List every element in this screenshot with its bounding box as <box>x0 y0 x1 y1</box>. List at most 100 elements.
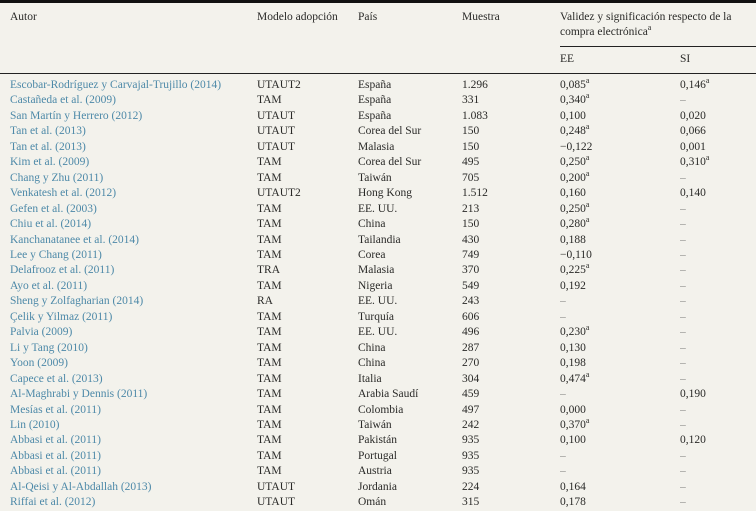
author-reference-link[interactable]: Mesías et al. (2011) <box>10 403 101 416</box>
pais-cell: Austria <box>358 465 392 478</box>
muestra-cell: 496 <box>462 326 480 339</box>
author-reference-link[interactable]: Çelik y Yilmaz (2011) <box>10 310 113 323</box>
pais-cell: Colombia <box>358 403 404 416</box>
pais-cell: Malasia <box>358 140 395 153</box>
author-reference-link[interactable]: Tan et al. (2013) <box>10 140 86 153</box>
author-reference-link[interactable]: Chiu et al. (2014) <box>10 218 92 231</box>
muestra-cell: 150 <box>462 218 480 231</box>
author-reference-link[interactable]: Venkatesh et al. (2012) <box>10 187 117 200</box>
pais-cell: Portugal <box>358 449 397 462</box>
pais-cell: Corea del Sur <box>358 125 422 138</box>
ee-value-cell: 0,474a <box>560 371 590 385</box>
author-reference-link[interactable]: Sheng y Zolfagharian (2014) <box>10 295 144 308</box>
author-reference-link[interactable]: Capece et al. (2013) <box>10 372 103 385</box>
muestra-cell: 935 <box>462 434 480 447</box>
study-row: Abbasi et al. (2011) TAM Portugal 935 – – <box>0 449 756 464</box>
si-value-cell: 0,310a <box>680 155 710 169</box>
muestra-cell: 497 <box>462 403 480 416</box>
pais-cell: EE. UU. <box>358 202 398 215</box>
study-row: Kim et al. (2009) TAM Corea del Sur 495 0,25… <box>0 155 756 170</box>
muestra-cell: 331 <box>462 94 480 107</box>
ee-value-cell: 0,230a <box>560 325 590 339</box>
ee-value-cell: −0,110 <box>560 248 592 261</box>
ee-value-cell: 0,188 <box>560 233 586 246</box>
author-reference-link[interactable]: Riffai et al. (2012) <box>10 496 96 509</box>
ee-value-cell: – <box>560 295 566 308</box>
author-reference-link[interactable]: San Martín y Herrero (2012) <box>10 109 143 122</box>
author-reference-link[interactable]: Abbasi et al. (2011) <box>10 449 101 462</box>
author-reference-link[interactable]: Palvia (2009) <box>10 326 73 339</box>
si-value-cell: – <box>680 326 686 339</box>
muestra-cell: 224 <box>462 480 480 493</box>
si-value-cell: – <box>680 94 686 107</box>
modelo-cell: TAM <box>257 449 282 462</box>
ee-value-cell: 0,085a <box>560 76 590 91</box>
muestra-cell: 749 <box>462 248 480 261</box>
si-value-cell: – <box>680 418 686 431</box>
muestra-cell: 150 <box>462 140 480 153</box>
pais-cell: España <box>358 79 392 91</box>
modelo-cell: TAM <box>257 279 282 292</box>
modelo-cell: TAM <box>257 418 282 431</box>
pais-cell: Malasia <box>358 264 395 277</box>
study-row: Al-Maghrabi y Dennis (2011) TAM Arabia Sau… <box>0 387 756 402</box>
pais-cell: EE. UU. <box>358 295 398 308</box>
pais-cell: Italia <box>358 372 382 385</box>
si-value-cell: – <box>680 372 686 385</box>
muestra-cell: 495 <box>462 156 480 169</box>
author-reference-link[interactable]: Abbasi et al. (2011) <box>10 434 101 447</box>
author-reference-link[interactable]: Abbasi et al. (2011) <box>10 465 101 478</box>
study-row: Ayo et al. (2011) TAM Nigeria 549 0,192 – <box>0 279 756 294</box>
muestra-cell: 935 <box>462 449 480 462</box>
study-row: Castañeda et al. (2009) TAM España 331 0,340… <box>0 93 756 108</box>
si-value-cell: – <box>680 357 686 370</box>
author-reference-link[interactable]: Delafrooz et al. (2011) <box>10 264 115 277</box>
si-value-cell: – <box>680 403 686 416</box>
study-row: Tan et al. (2013) UTAUT Corea del Sur 150 0,… <box>0 124 756 139</box>
column-header-ee: EE <box>560 46 680 74</box>
author-reference-link[interactable]: Escobar-Rodríguez y Carvajal-Trujillo (2… <box>10 79 222 91</box>
si-value-cell: 0,190 <box>680 388 706 401</box>
column-header-pais: País <box>358 1 462 74</box>
author-reference-link[interactable]: Kim et al. (2009) <box>10 156 90 169</box>
author-reference-link[interactable]: Ayo et al. (2011) <box>10 279 88 292</box>
author-reference-link[interactable]: Yoon (2009) <box>10 357 68 370</box>
si-value-cell: – <box>680 449 686 462</box>
ee-value-cell: 0,000 <box>560 403 586 416</box>
author-reference-link[interactable]: Gefen et al. (2003) <box>10 202 97 215</box>
pais-cell: Jordania <box>358 480 397 493</box>
ee-value-cell: – <box>560 449 566 462</box>
footnote-marker: a <box>647 23 652 33</box>
pais-cell: Taiwán <box>358 171 392 184</box>
study-row: Yoon (2009) TAM China 270 0,198 – <box>0 356 756 371</box>
modelo-cell: UTAUT <box>257 496 296 509</box>
modelo-cell: TAM <box>257 156 282 169</box>
author-reference-link[interactable]: Chang y Zhu (2011) <box>10 171 104 184</box>
study-row: Çelik y Yilmaz (2011) TAM Turquía 606 – – <box>0 310 756 325</box>
author-reference-link[interactable]: Tan et al. (2013) <box>10 125 86 138</box>
study-row: Tan et al. (2013) UTAUT Malasia 150 −0,122 0,… <box>0 140 756 155</box>
muestra-cell: 606 <box>462 310 480 323</box>
ee-value-cell: 0,280a <box>560 217 590 231</box>
study-row: Chiu et al. (2014) TAM China 150 0,280a – <box>0 217 756 232</box>
author-reference-link[interactable]: Lin (2010) <box>10 418 60 431</box>
si-value-cell: – <box>680 496 686 509</box>
ee-value-cell: 0,248a <box>560 124 590 138</box>
author-reference-link[interactable]: Al-Qeisi y Al-Abdallah (2013) <box>10 480 152 493</box>
study-row: Lee y Chang (2011) TAM Corea 749 −0,110 – <box>0 248 756 263</box>
modelo-cell: UTAUT <box>257 140 296 153</box>
modelo-cell: TAM <box>257 403 282 416</box>
author-reference-link[interactable]: Li y Tang (2010) <box>10 341 88 354</box>
modelo-cell: TAM <box>257 465 282 478</box>
ee-value-cell: 0,192 <box>560 279 586 292</box>
modelo-cell: TAM <box>257 202 282 215</box>
author-reference-link[interactable]: Castañeda et al. (2009) <box>10 94 117 107</box>
pais-cell: Pakistán <box>358 434 397 447</box>
table-body: Escobar-Rodríguez y Carvajal-Trujillo (2… <box>0 74 756 511</box>
author-reference-link[interactable]: Al-Maghrabi y Dennis (2011) <box>10 388 148 401</box>
muestra-cell: 1.296 <box>462 79 488 91</box>
study-row: Kanchanatanee et al. (2014) TAM Tailandia 4… <box>0 233 756 248</box>
author-reference-link[interactable]: Kanchanatanee et al. (2014) <box>10 233 139 246</box>
author-reference-link[interactable]: Lee y Chang (2011) <box>10 248 102 261</box>
